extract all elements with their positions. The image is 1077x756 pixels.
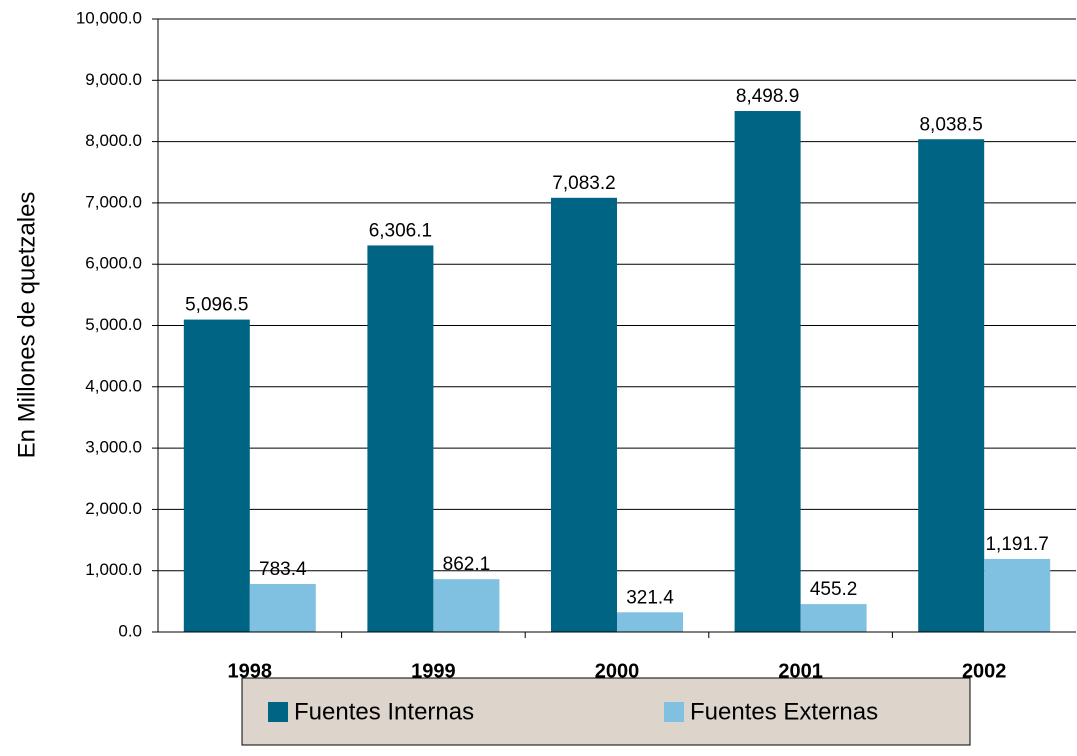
value-label: 783.4 — [259, 559, 307, 580]
x-tick-label: 2000 — [595, 660, 640, 682]
value-label: 321.4 — [626, 587, 674, 608]
y-tick-label: 3,000.0 — [85, 438, 142, 457]
bar — [617, 612, 683, 632]
legend-label: Fuentes Externas — [690, 698, 878, 725]
legend-swatch — [268, 702, 288, 722]
x-tick-label: 2001 — [778, 660, 823, 682]
value-label: 1,191.7 — [985, 534, 1048, 555]
y-tick-label: 8,000.0 — [85, 131, 142, 150]
bar — [249, 583, 316, 632]
y-tick-label: 9,000.0 — [85, 70, 142, 89]
bar — [800, 604, 867, 632]
bar — [433, 579, 500, 632]
y-tick-label: 10,000.0 — [76, 8, 142, 27]
value-label: 455.2 — [810, 579, 858, 600]
legend-label: Fuentes Internas — [294, 698, 474, 725]
bar — [367, 245, 434, 632]
value-label: 862.1 — [443, 554, 491, 575]
value-label: 8,038.5 — [919, 114, 982, 135]
y-tick-label: 2,000.0 — [85, 499, 142, 518]
value-label: 8,498.9 — [736, 86, 799, 107]
value-label: 6,306.1 — [369, 220, 432, 241]
bar — [183, 319, 250, 632]
legend-swatch — [664, 702, 684, 722]
y-tick-label: 4,000.0 — [85, 376, 142, 395]
x-tick-label: 1999 — [411, 660, 456, 682]
bar — [918, 139, 985, 633]
y-tick-label: 7,000.0 — [85, 192, 142, 211]
value-label: 5,096.5 — [185, 295, 248, 316]
x-tick-label: 1998 — [228, 660, 273, 682]
y-axis-label: En Millones de quetzales — [13, 192, 40, 459]
y-tick-label: 5,000.0 — [85, 315, 142, 334]
x-tick-label: 2002 — [962, 660, 1007, 682]
bar — [984, 558, 1051, 632]
value-label: 7,083.2 — [552, 173, 615, 194]
y-tick-label: 0.0 — [118, 621, 142, 640]
bar — [551, 197, 617, 632]
legend-box — [241, 677, 971, 746]
bar — [734, 111, 801, 632]
y-tick-label: 1,000.0 — [85, 560, 142, 579]
y-tick-label: 6,000.0 — [85, 254, 142, 273]
